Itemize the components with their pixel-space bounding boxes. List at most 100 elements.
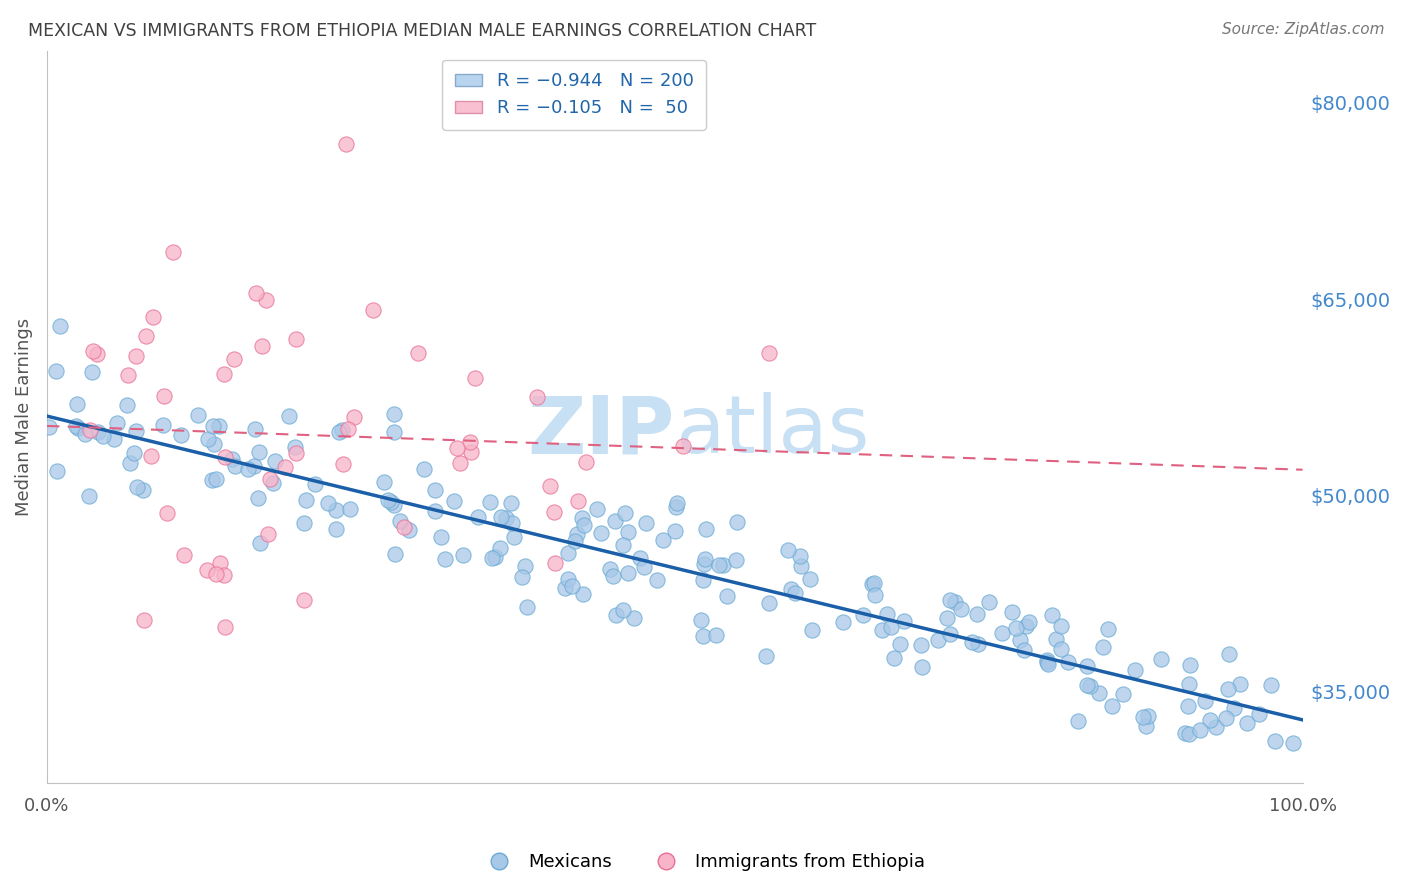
Point	[325, 522, 347, 536]
Point	[503, 530, 526, 544]
Point	[247, 491, 270, 506]
Point	[236, 462, 259, 476]
Point	[214, 450, 236, 464]
Point	[1135, 719, 1157, 733]
Point	[408, 345, 430, 359]
Point	[510, 569, 533, 583]
Point	[599, 561, 621, 575]
Point	[197, 563, 219, 577]
Point	[65, 419, 87, 434]
Text: ZIP: ZIP	[527, 392, 675, 470]
Point	[45, 364, 67, 378]
Point	[335, 136, 357, 151]
Point	[274, 460, 297, 475]
Point	[755, 648, 778, 663]
Point	[332, 457, 354, 471]
Point	[247, 445, 270, 459]
Point	[538, 479, 561, 493]
Point	[259, 472, 281, 486]
Y-axis label: Median Male Earnings: Median Male Earnings	[15, 318, 32, 516]
Point	[927, 632, 949, 647]
Point	[380, 495, 402, 509]
Point	[242, 458, 264, 473]
Point	[863, 588, 886, 602]
Point	[1174, 726, 1197, 740]
Point	[224, 352, 246, 367]
Point	[799, 572, 821, 586]
Point	[204, 566, 226, 581]
Point	[758, 346, 780, 360]
Point	[1056, 655, 1078, 669]
Point	[1012, 643, 1035, 657]
Point	[1216, 682, 1239, 697]
Point	[564, 533, 586, 548]
Point	[1036, 653, 1059, 667]
Point	[413, 461, 436, 475]
Point	[645, 573, 668, 587]
Point	[1178, 677, 1201, 691]
Point	[285, 332, 308, 346]
Point	[77, 489, 100, 503]
Point	[612, 603, 634, 617]
Point	[197, 432, 219, 446]
Point	[377, 493, 399, 508]
Point	[162, 245, 184, 260]
Point	[910, 638, 932, 652]
Point	[1236, 716, 1258, 731]
Point	[127, 480, 149, 494]
Point	[200, 473, 222, 487]
Point	[758, 596, 780, 610]
Point	[1045, 632, 1067, 647]
Point	[704, 627, 727, 641]
Point	[665, 500, 688, 514]
Point	[1015, 619, 1038, 633]
Point	[716, 589, 738, 603]
Point	[664, 524, 686, 538]
Point	[801, 623, 824, 637]
Point	[135, 329, 157, 343]
Point	[780, 582, 803, 596]
Point	[91, 429, 114, 443]
Point	[208, 419, 231, 434]
Point	[1177, 727, 1199, 741]
Point	[245, 286, 267, 301]
Point	[392, 520, 415, 534]
Point	[991, 626, 1014, 640]
Point	[423, 504, 446, 518]
Point	[373, 475, 395, 489]
Point	[103, 432, 125, 446]
Point	[66, 397, 89, 411]
Point	[82, 343, 104, 358]
Point	[572, 517, 595, 532]
Point	[617, 566, 640, 580]
Legend: Mexicans, Immigrants from Ethiopia: Mexicans, Immigrants from Ethiopia	[474, 847, 932, 879]
Point	[876, 607, 898, 621]
Point	[382, 498, 405, 512]
Point	[449, 456, 471, 470]
Point	[967, 637, 990, 651]
Point	[152, 417, 174, 432]
Point	[1004, 621, 1026, 635]
Point	[79, 423, 101, 437]
Point	[202, 437, 225, 451]
Point	[1222, 701, 1244, 715]
Point	[284, 440, 307, 454]
Point	[75, 426, 97, 441]
Point	[134, 613, 156, 627]
Point	[1001, 606, 1024, 620]
Point	[263, 453, 285, 467]
Point	[1097, 622, 1119, 636]
Point	[214, 567, 236, 582]
Point	[328, 425, 350, 440]
Point	[131, 483, 153, 498]
Point	[484, 549, 506, 564]
Point	[433, 552, 456, 566]
Point	[603, 515, 626, 529]
Point	[339, 502, 361, 516]
Point	[586, 502, 609, 516]
Point	[889, 637, 911, 651]
Point	[1018, 615, 1040, 630]
Text: Source: ZipAtlas.com: Source: ZipAtlas.com	[1222, 22, 1385, 37]
Point	[122, 446, 145, 460]
Point	[139, 450, 162, 464]
